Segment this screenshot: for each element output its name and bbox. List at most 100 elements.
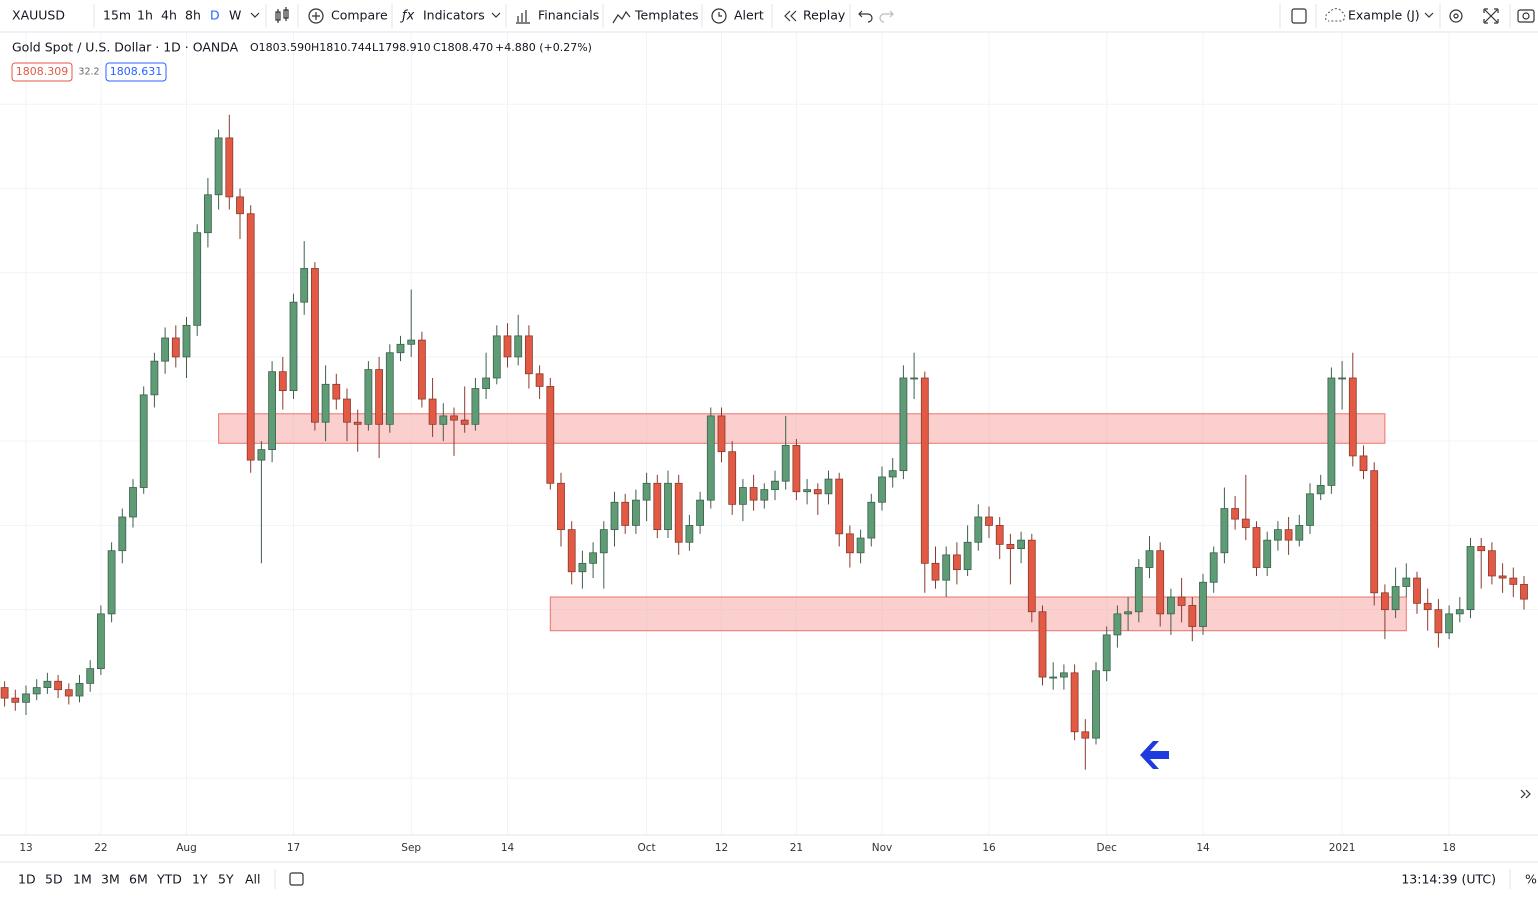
fx-icon: ƒx (399, 9, 415, 24)
candle-body (942, 554, 951, 581)
candle-body (888, 470, 897, 478)
candle-body (1327, 377, 1336, 486)
candle-body (300, 268, 309, 303)
percent-toggle[interactable]: % (1525, 872, 1537, 887)
candle-body (642, 482, 651, 501)
symbol[interactable]: XAUUSD (12, 8, 65, 23)
candle-body (567, 529, 576, 573)
candle-body (64, 689, 73, 697)
interval-button[interactable]: 1h (137, 8, 153, 23)
candle-body (1092, 670, 1100, 739)
candle-body (963, 541, 972, 571)
alert-button[interactable]: Alert (734, 8, 764, 23)
candle-body (417, 339, 426, 400)
interval-button[interactable]: 15m (103, 8, 131, 23)
range-button[interactable]: All (245, 872, 261, 887)
candle-body (203, 194, 212, 234)
candle-body (1167, 596, 1175, 615)
candle-body (407, 339, 416, 345)
range-button[interactable]: 5Y (218, 872, 234, 887)
candle-body (974, 516, 983, 543)
candle-body (1370, 470, 1379, 594)
candle-body (1520, 583, 1528, 600)
candle-body (32, 687, 41, 695)
templates-button[interactable]: Templates (634, 8, 699, 23)
candle-body (1038, 611, 1047, 678)
x-tick-label: 13 (19, 842, 32, 854)
interval-button[interactable]: 4h (161, 8, 177, 23)
interval-button[interactable]: D (210, 8, 220, 23)
range-group: 1D 5D 1M 3M 6M YTD 1Y 5Y All (18, 872, 261, 887)
bid-box[interactable] (11, 62, 73, 82)
candle-body (717, 415, 726, 453)
candle-body (129, 487, 137, 518)
candle-body (1220, 508, 1229, 554)
candle-body (1402, 577, 1411, 587)
indicators-button[interactable]: Indicators (423, 8, 485, 23)
range-button[interactable]: 3M (101, 872, 120, 887)
compare-button[interactable]: Compare (331, 8, 388, 23)
scroll-right-button[interactable] (1520, 789, 1531, 799)
candle-body (953, 554, 961, 571)
legend: Gold Spot / U.S. Dollar · 1D · OANDA O18… (11, 40, 592, 82)
candle-body (653, 482, 662, 531)
candle-body (920, 377, 929, 564)
candle-body (760, 489, 769, 501)
candle-body (599, 529, 608, 554)
candle-body (867, 501, 876, 539)
range-button[interactable]: 5D (45, 872, 63, 887)
layout-name[interactable]: Example (J) (1348, 8, 1420, 23)
candle-body (1455, 609, 1464, 615)
candle-body (450, 415, 458, 421)
candle-body (182, 324, 191, 358)
candle-body (460, 419, 469, 425)
candle-body (396, 343, 405, 354)
candle-body (610, 501, 619, 531)
candle-body (1145, 550, 1154, 568)
candle-body (1338, 377, 1346, 380)
candle-body (86, 668, 95, 684)
candle-body (0, 687, 9, 699)
replay-button[interactable]: Replay (803, 8, 846, 23)
range-button[interactable]: 6M (129, 872, 148, 887)
range-button[interactable]: 1M (73, 872, 92, 887)
candle-body (535, 373, 544, 387)
candle-body (1209, 552, 1218, 583)
candle-body (1241, 518, 1250, 528)
candle-body (1434, 609, 1443, 634)
candle-body (1488, 550, 1496, 577)
x-tick-label: 2021 (1329, 842, 1356, 854)
ask-price: 1808.631 (110, 65, 163, 78)
candle-body (1306, 493, 1314, 526)
range-button[interactable]: YTD (156, 872, 182, 887)
candle-body (835, 478, 844, 535)
date-range-icon[interactable] (289, 872, 304, 886)
arrow-annotation (1140, 741, 1169, 769)
spread: 32.2 (78, 67, 99, 78)
range-button[interactable]: 1Y (192, 872, 208, 887)
candle-body (1252, 527, 1261, 568)
candle-body (54, 680, 62, 691)
interval-button[interactable]: W (229, 8, 241, 23)
x-tick-label: 14 (501, 842, 515, 854)
financials-button[interactable]: Financials (538, 8, 599, 23)
candle-body (781, 444, 790, 482)
candle-body (236, 196, 244, 215)
candle-body (1295, 525, 1304, 541)
x-tick-label: 17 (287, 842, 300, 854)
candle-body (353, 421, 362, 425)
x-tick-label: Aug (176, 842, 197, 854)
candle-body (1466, 546, 1475, 611)
zones (218, 413, 1407, 632)
x-tick-label: Nov (872, 842, 893, 854)
candle-body (1027, 539, 1036, 613)
candle-body (1156, 550, 1165, 615)
candle-body (824, 478, 833, 495)
candle-body (1060, 672, 1068, 678)
ask-box[interactable] (105, 62, 167, 82)
interval-button[interactable]: 8h (185, 8, 201, 23)
range-button[interactable]: 1D (18, 872, 36, 887)
candle-body (503, 335, 512, 358)
